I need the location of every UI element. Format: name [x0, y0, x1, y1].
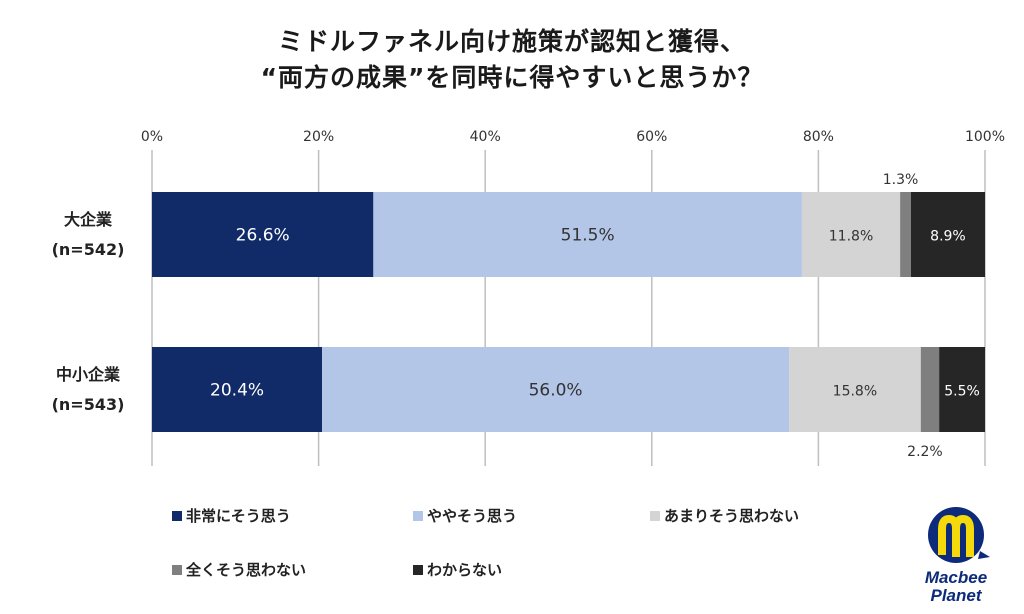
x-tick-label: 60%: [636, 129, 667, 145]
legend-label: あまりそう思わない: [664, 507, 800, 525]
legend-swatch: [413, 564, 423, 575]
data-label: 11.8%: [829, 229, 873, 245]
data-label: 15.8%: [833, 384, 877, 400]
data-label: 5.5%: [944, 384, 980, 400]
legend-label: 非常にそう思う: [186, 507, 291, 525]
legend-item: あまりそう思わない: [650, 505, 799, 526]
chart-title-line1: ミドルファネル向け施策が認知と獲得、: [277, 27, 746, 56]
legend-item: わからない: [413, 559, 502, 580]
data-label: 20.4%: [210, 381, 264, 401]
legend-swatch: [172, 564, 182, 575]
legend-swatch: [413, 510, 423, 521]
bar-segment: [910, 192, 985, 277]
data-label: 8.9%: [930, 229, 966, 245]
legend-label: 全くそう思わない: [186, 561, 307, 579]
legend-label: ややそう思う: [427, 507, 518, 525]
x-tick-label: 20%: [303, 129, 334, 145]
data-label: 1.3%: [883, 172, 919, 188]
bar-segment: [920, 347, 940, 432]
bar-segment: [789, 347, 921, 432]
category-label: 中小企業: [56, 365, 121, 384]
logo-text-line1: Macbee: [925, 568, 987, 587]
x-tick-label: 100%: [965, 129, 1005, 145]
bar-segment: [322, 347, 790, 432]
legend-item: ややそう思う: [413, 505, 517, 526]
logo-m-mark: [938, 514, 974, 557]
bar-segment: [152, 347, 323, 432]
data-label: 26.6%: [236, 226, 290, 246]
logo-tail: [978, 551, 990, 559]
legend-item: 全くそう思わない: [172, 559, 306, 580]
bar-segment: [939, 347, 985, 432]
x-tick-label: 40%: [470, 129, 501, 145]
legend-label: わからない: [427, 561, 503, 579]
legend-swatch: [650, 510, 660, 521]
data-label: 2.2%: [907, 444, 943, 460]
category-n-label: (n=542): [52, 240, 125, 259]
category-n-label: (n=543): [52, 395, 125, 414]
data-label: 56.0%: [529, 381, 583, 401]
bar-segment: [801, 192, 901, 277]
bar-segment: [152, 192, 374, 277]
legend-item: 非常にそう思う: [172, 505, 291, 526]
chart-title-line2: “両方の成果”を同時に得やすいと思うか？: [260, 63, 764, 92]
legend-swatch: [172, 510, 182, 521]
bar-segment: [900, 192, 911, 277]
category-label: 大企業: [64, 210, 113, 229]
data-label: 51.5%: [561, 226, 615, 246]
macbee-planet-logo: Macbee Planet: [925, 507, 990, 605]
bar-segment: [373, 192, 802, 277]
logo-text-line2: Planet: [930, 586, 982, 605]
x-tick-label: 80%: [803, 129, 834, 145]
x-tick-label: 0%: [141, 129, 163, 145]
